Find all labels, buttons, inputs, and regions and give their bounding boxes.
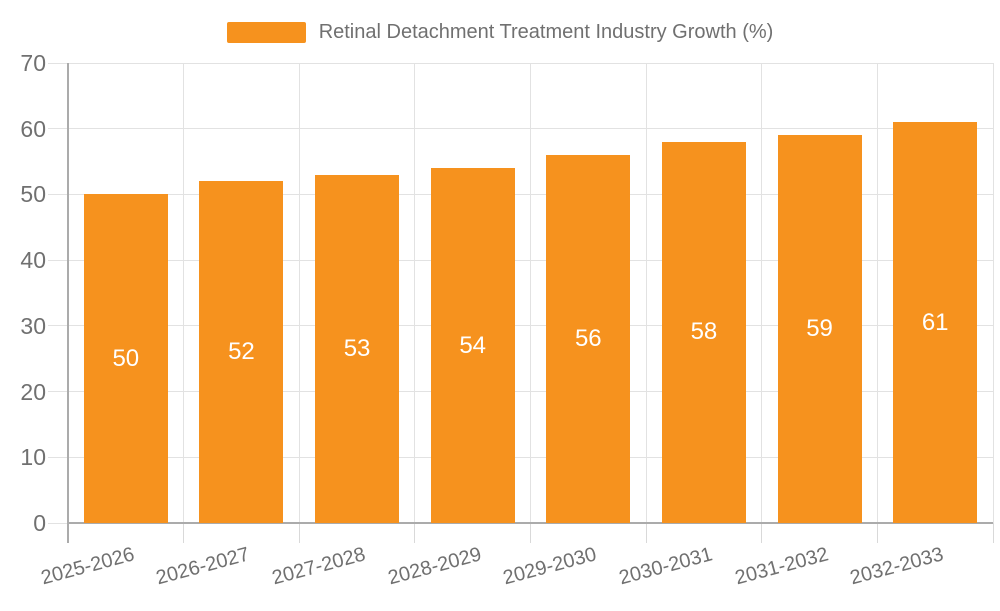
y-tick-label: 40	[20, 247, 46, 274]
y-tick-label: 10	[20, 444, 46, 471]
y-gridline	[48, 193, 993, 195]
x-gridline	[298, 63, 300, 523]
x-tick-mark	[876, 523, 878, 543]
chart-legend: Retinal Detachment Treatment Industry Gr…	[0, 21, 1000, 44]
bar-value-label: 61	[921, 308, 949, 336]
bar-value-label: 52	[228, 338, 255, 366]
y-tick-mark	[48, 522, 68, 524]
x-axis-line	[68, 522, 993, 524]
x-gridline	[530, 63, 531, 523]
bar-value-label: 50	[112, 344, 140, 372]
x-gridline	[876, 63, 878, 523]
y-tick-label: 30	[20, 312, 46, 339]
y-gridline	[48, 259, 993, 261]
x-tick-mark	[530, 523, 531, 543]
y-gridline	[48, 391, 993, 393]
bar-2025-2026	[83, 194, 168, 523]
y-tick-label: 60	[20, 115, 46, 142]
y-gridline	[48, 128, 993, 130]
bar-value-label: 53	[343, 334, 371, 362]
bar-value-label: 56	[574, 325, 602, 352]
x-tick-mark	[992, 523, 994, 543]
bar-2031-2032	[777, 135, 862, 523]
x-tick-mark	[761, 523, 763, 543]
x-gridline	[645, 63, 647, 523]
x-gridline	[761, 63, 763, 523]
x-tick-mark	[645, 523, 647, 543]
bar-2030-2031	[661, 141, 746, 523]
x-gridline	[992, 63, 994, 523]
x-gridline	[183, 63, 185, 523]
y-tick-label: 70	[20, 50, 46, 76]
x-tick-mark	[298, 523, 300, 543]
bar-value-label: 59	[806, 315, 833, 343]
x-tick-mark	[414, 523, 416, 543]
bar-value-label: 54	[459, 331, 487, 359]
bar-2032-2033	[893, 122, 978, 523]
y-gridline	[48, 456, 993, 458]
y-gridline	[48, 62, 993, 64]
y-axis-line	[67, 63, 69, 543]
bar-2027-2028	[315, 174, 400, 523]
bar-2029-2030	[546, 155, 631, 523]
y-tick-label: 50	[20, 181, 46, 208]
bar-2028-2029	[430, 168, 515, 523]
legend-swatch	[226, 22, 306, 43]
legend-label: Retinal Detachment Treatment Industry Gr…	[318, 21, 774, 43]
bar-value-label: 58	[690, 318, 718, 346]
x-gridline	[414, 63, 416, 523]
y-tick-label: 20	[20, 378, 46, 405]
y-gridline	[48, 325, 993, 327]
y-tick-label: 0	[33, 510, 46, 536]
x-tick-mark	[183, 523, 185, 543]
bar-2026-2027	[199, 181, 284, 523]
